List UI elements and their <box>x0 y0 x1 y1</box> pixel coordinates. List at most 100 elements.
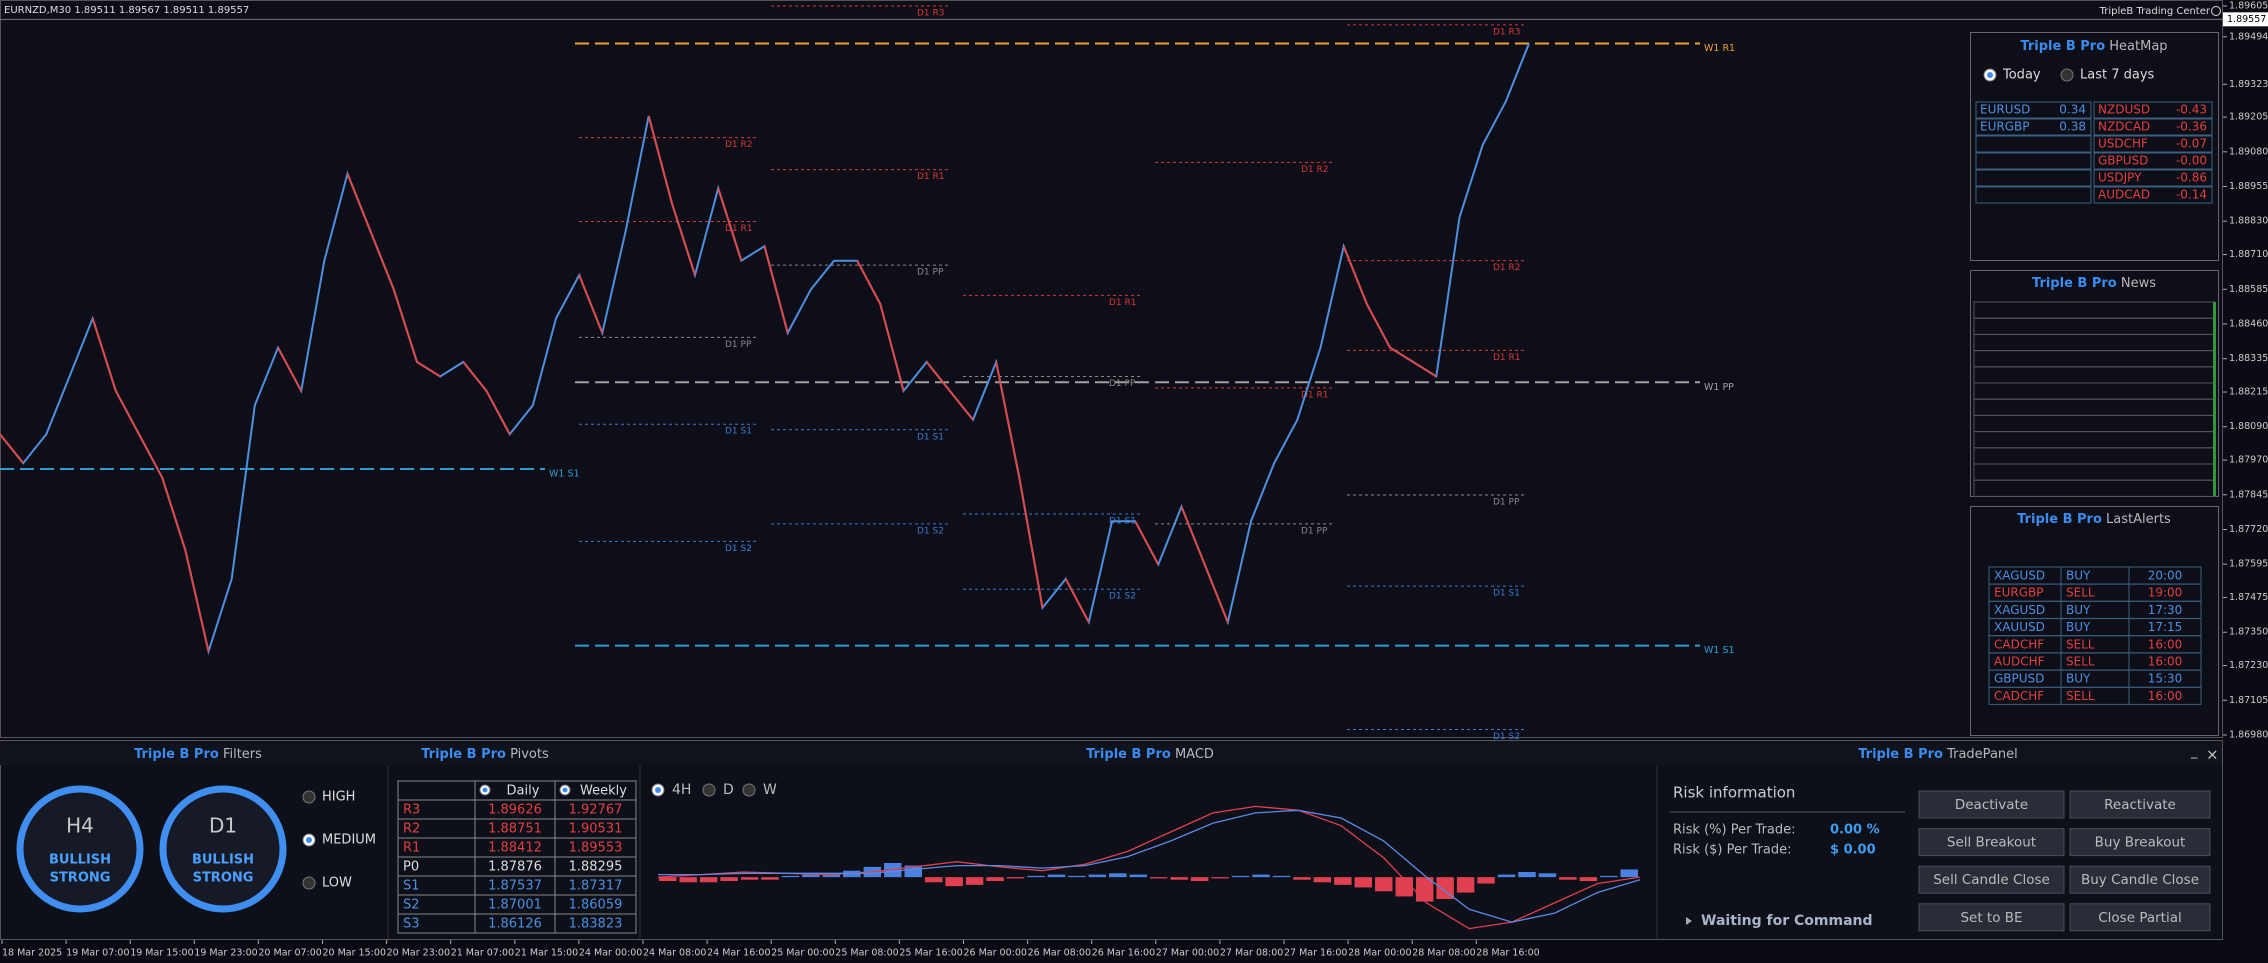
y-tick-label: 1.88955 <box>2229 181 2268 192</box>
button[interactable] <box>2069 790 2211 819</box>
heat-cell <box>2093 101 2213 119</box>
macd-histogram-bar <box>761 877 779 880</box>
radio-label[interactable]: W <box>763 782 777 798</box>
radio-label[interactable]: Last 7 days <box>2080 68 2155 83</box>
heat-value: 0.34 <box>2059 103 2086 117</box>
x-tick-label: 27 Mar 08:00 <box>1220 948 1283 959</box>
button[interactable] <box>2069 828 2211 857</box>
alert-text: SELL <box>2066 637 2095 651</box>
radio-label[interactable]: MEDIUM <box>322 833 376 848</box>
heat-value: -0.36 <box>2176 120 2207 134</box>
window-close[interactable]: × <box>2206 746 2219 764</box>
button-label[interactable]: Sell Breakout <box>1947 835 2036 851</box>
macd-histogram-bar <box>1600 875 1618 878</box>
button[interactable] <box>2069 903 2211 932</box>
button[interactable] <box>1918 903 2065 932</box>
radio[interactable] <box>702 783 716 797</box>
x-tick-label: 21 Mar 15:00 <box>515 948 578 959</box>
radio[interactable] <box>742 783 756 797</box>
macd-histogram-bar <box>1456 877 1475 893</box>
button-label[interactable]: Set to BE <box>1960 910 2022 926</box>
button-label[interactable]: Deactivate <box>1955 797 2028 813</box>
title-name: LastAlerts <box>2106 512 2171 527</box>
chart-area <box>0 0 2223 738</box>
button[interactable] <box>2069 865 2211 894</box>
button-label[interactable]: Buy Breakout <box>2095 835 2186 851</box>
heat-symbol: NZDCAD <box>2098 120 2150 134</box>
macd-histogram-bar <box>1211 877 1229 879</box>
risk-label: Risk (%) Per Trade: <box>1673 823 1796 838</box>
radio-label[interactable]: 4H <box>672 782 691 798</box>
macd-histogram-bar <box>1068 875 1086 878</box>
macd-histogram-bar <box>740 877 759 880</box>
pivot-text: 1.89626 <box>488 803 542 818</box>
radio-dot <box>306 837 312 843</box>
risk-value: 0.00 % <box>1830 823 1880 838</box>
button-label[interactable]: Buy Candle Close <box>2081 872 2199 888</box>
pivot-header-label: Daily <box>507 784 540 799</box>
alert-text: AUDCHF <box>1994 655 2045 669</box>
macd-histogram-bar <box>1129 874 1147 878</box>
macd-histogram-bar <box>781 875 800 878</box>
pivot-text: 1.86126 <box>488 917 542 932</box>
down-move <box>138 433 164 479</box>
button[interactable] <box>1918 790 2065 819</box>
alert-text: XAUUSD <box>1994 620 2045 634</box>
y-tick-label: 1.89080 <box>2229 146 2268 157</box>
down-move <box>346 173 372 233</box>
macd-histogram-bar <box>1620 869 1638 878</box>
y-tick-label: 1.88335 <box>2229 353 2268 364</box>
macd-histogram-bar <box>1047 874 1066 878</box>
down-move <box>1180 506 1206 565</box>
price-line <box>0 43 1530 656</box>
down-move <box>925 361 951 392</box>
pivot-text: 1.83823 <box>569 917 623 932</box>
down-move <box>1389 346 1414 363</box>
brand-icon <box>2211 6 2221 16</box>
radio-label[interactable]: LOW <box>322 876 352 891</box>
alert-cell <box>2128 686 2202 705</box>
radio[interactable] <box>302 790 316 804</box>
y-tick-label: 1.87845 <box>2229 489 2268 500</box>
y-tick-label: 1.88460 <box>2229 318 2268 329</box>
radio[interactable] <box>2060 68 2074 82</box>
x-tick-label: 25 Mar 00:00 <box>771 948 834 959</box>
alert-text: EURGBP <box>1994 586 2043 600</box>
pivot-text: R1 <box>403 841 420 856</box>
macd-histogram-bar <box>1293 877 1311 880</box>
macd-histogram-bar <box>1354 877 1373 888</box>
window-minimize[interactable]: _ <box>2190 745 2198 760</box>
pivot-text: 1.87876 <box>488 860 542 875</box>
alert-text: 16:00 <box>2148 655 2183 669</box>
button-label[interactable]: Reactivate <box>2104 797 2176 813</box>
pivot-text: 1.92767 <box>569 803 623 818</box>
macd-histogram-bar <box>1170 877 1188 880</box>
y-tick-label: 1.87230 <box>2229 660 2268 671</box>
title-brand: Triple B Pro <box>1086 747 1171 762</box>
gauge-state: BULLISH <box>49 853 111 868</box>
bid-label: 1.89557 <box>2227 14 2266 25</box>
y-tick-label: 1.87970 <box>2229 455 2268 466</box>
radio-label[interactable]: D <box>723 782 734 798</box>
panel-title: Triple B Pro Filters <box>134 747 262 762</box>
down-move <box>0 433 24 464</box>
button[interactable] <box>1918 865 2065 894</box>
title-name: Filters <box>223 747 262 762</box>
radio[interactable] <box>302 876 316 890</box>
radio-label[interactable]: HIGH <box>322 790 355 805</box>
heat-value: -0.43 <box>2176 103 2207 117</box>
x-tick-label: 28 Mar 16:00 <box>1476 948 1539 959</box>
pivot-text: S2 <box>403 898 420 913</box>
x-tick-label: 20 Mar 23:00 <box>387 948 450 959</box>
button-label[interactable]: Close Partial <box>2098 910 2182 926</box>
alert-text: XAGUSD <box>1994 603 2045 617</box>
heat-cell <box>2093 118 2213 136</box>
y-tick-label: 1.88830 <box>2229 216 2268 227</box>
button[interactable] <box>1918 828 2065 857</box>
radio-label[interactable]: Today <box>2002 68 2041 83</box>
level-label: W1 S1 <box>549 468 580 479</box>
daily-level-label: D1 PP <box>917 268 944 278</box>
down-move <box>1018 477 1044 608</box>
macd-histogram-bar <box>1395 877 1413 897</box>
button-label[interactable]: Sell Candle Close <box>1933 872 2050 888</box>
